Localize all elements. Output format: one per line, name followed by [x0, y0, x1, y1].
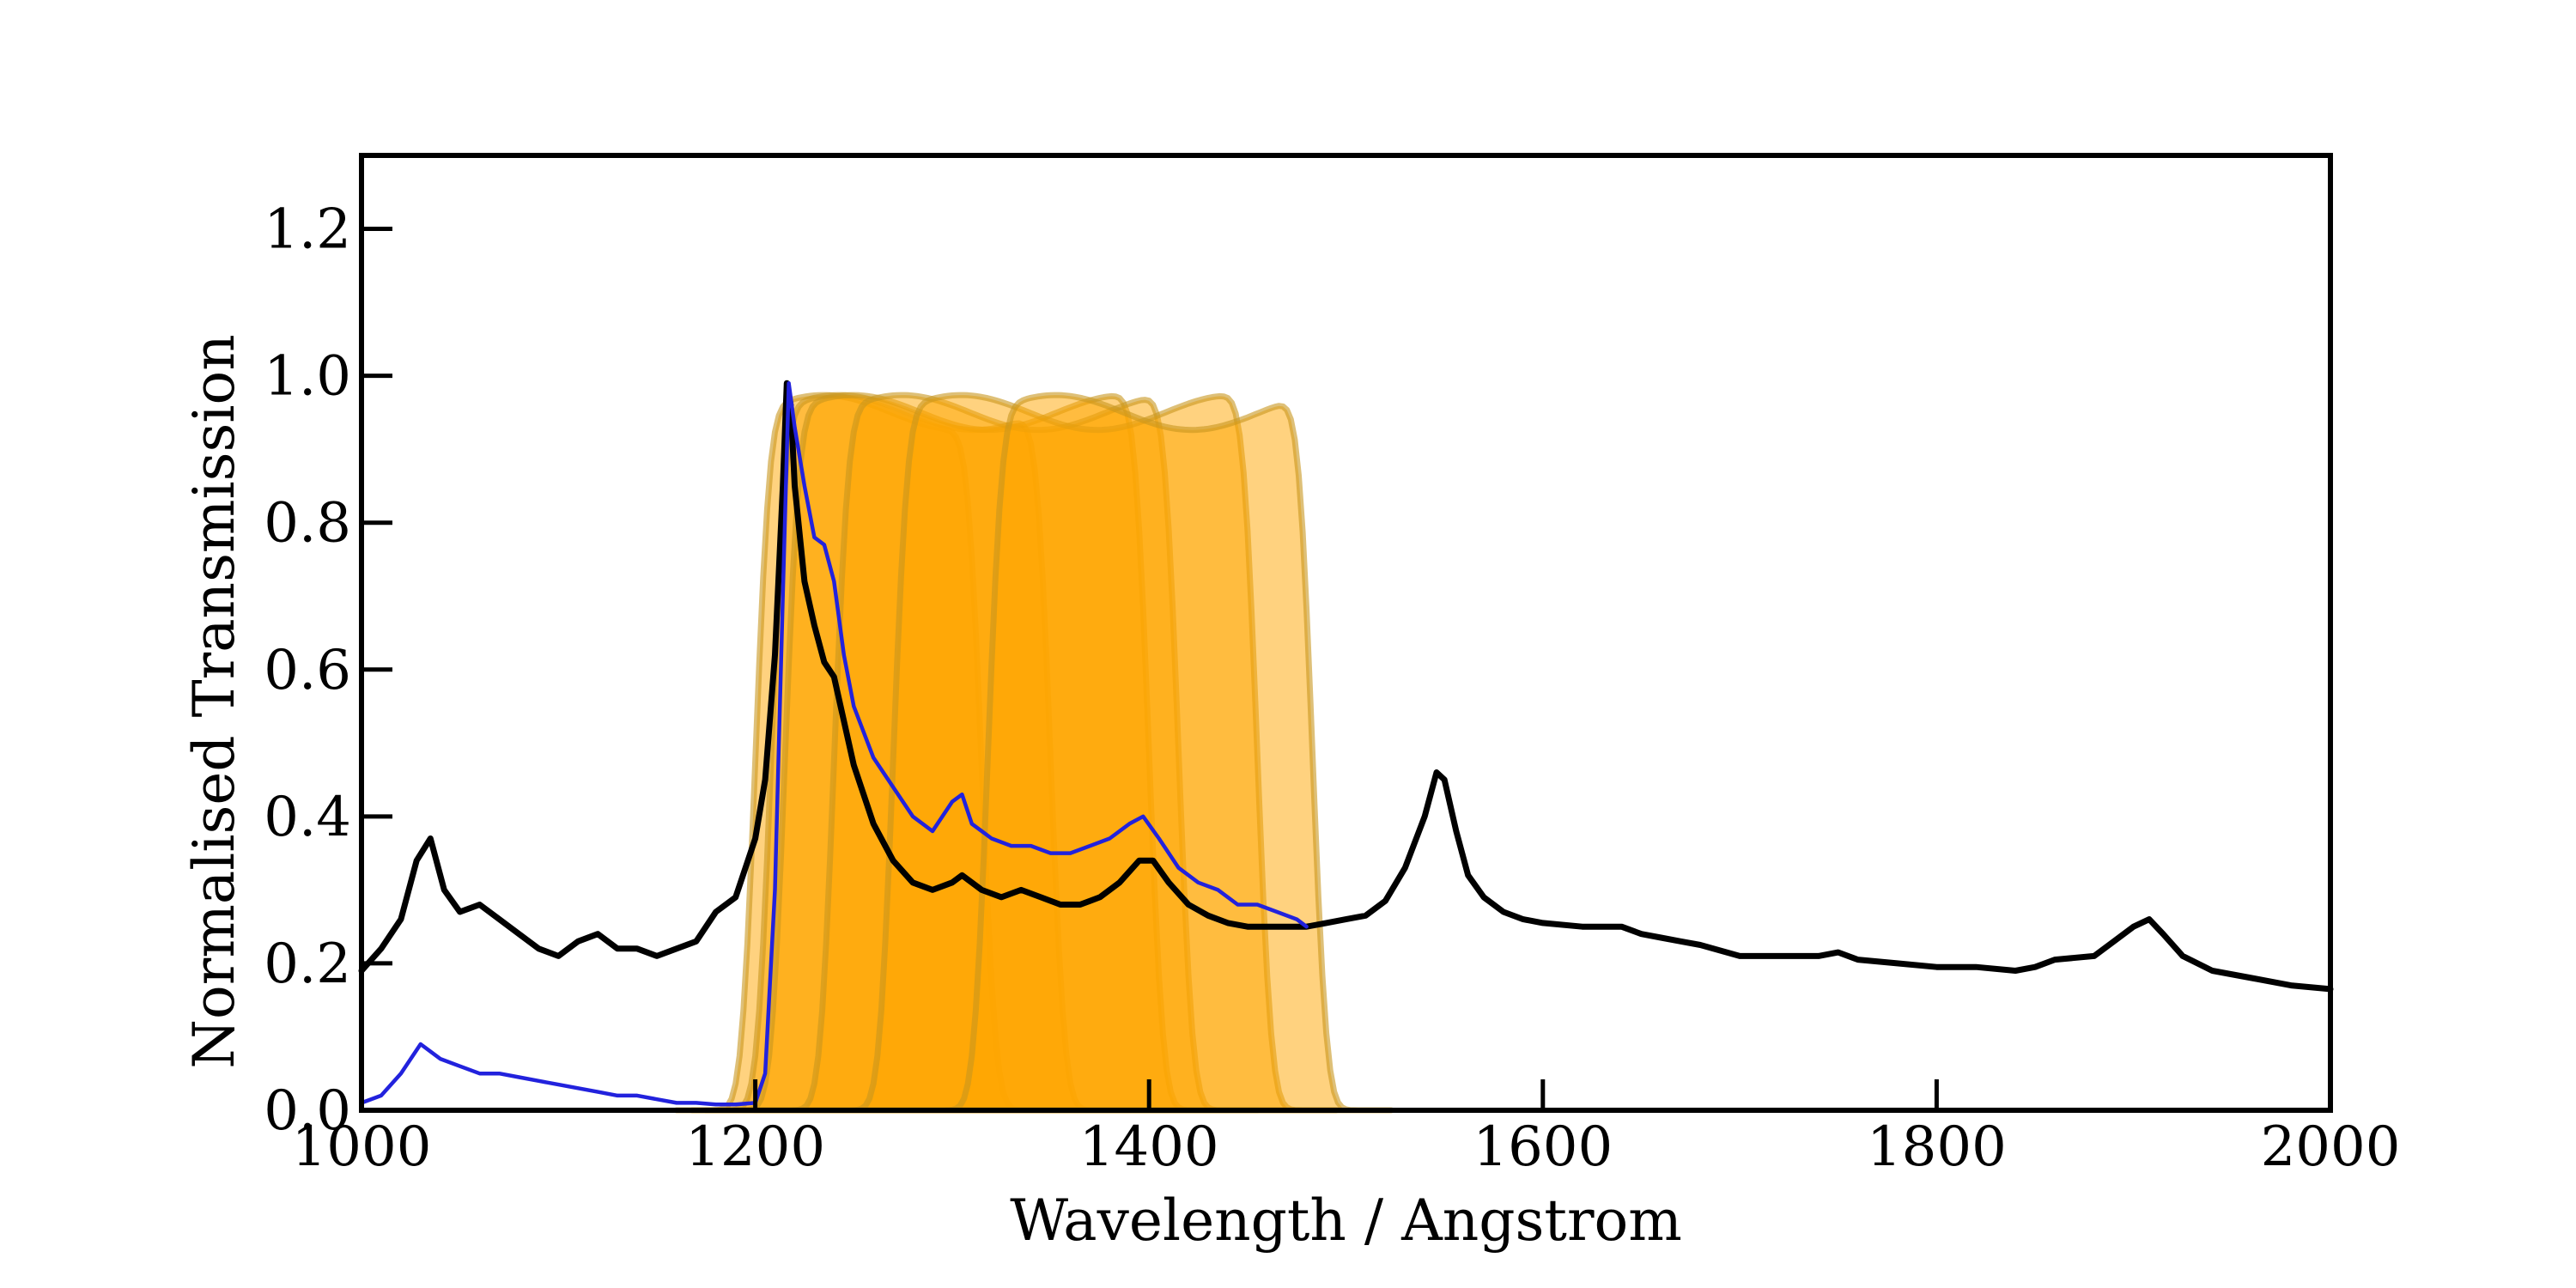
plot-frame — [359, 153, 2333, 1113]
x-tick-label: 1800 — [1867, 1115, 2007, 1179]
x-tick-label: 1200 — [685, 1115, 825, 1179]
axis-tick-labels: 1000 1200 1400 1600 1800 2000 0.0 0.2 0.4 0.6 0.8 1… — [264, 198, 2400, 1179]
y-tick-label: 1.0 — [264, 345, 351, 409]
filter-band-6 — [906, 392, 1394, 1114]
spectrum-blue — [359, 380, 1309, 1107]
x-tick-label: 1600 — [1473, 1115, 1613, 1179]
x-tick-label: 1400 — [1079, 1115, 1219, 1179]
y-tick-label: 1.2 — [264, 198, 351, 262]
filter-bands — [673, 392, 1394, 1114]
spectra — [358, 380, 2334, 1107]
y-axis-title: Normalised Transmission — [181, 334, 247, 1068]
x-axis-title: Wavelength / Angstrom — [1010, 1188, 1682, 1254]
axis-ticks — [359, 227, 2333, 1113]
y-tick-label: 0.8 — [264, 492, 351, 556]
y-tick-label: 0.4 — [264, 786, 351, 849]
y-tick-label: 0.6 — [264, 639, 351, 702]
x-tick-label: 2000 — [2261, 1115, 2401, 1179]
spectrum-black — [358, 380, 2334, 993]
y-tick-label: 0.2 — [264, 933, 351, 996]
y-tick-label: 0.0 — [264, 1079, 351, 1143]
x-tick-label: 1000 — [292, 1115, 432, 1179]
